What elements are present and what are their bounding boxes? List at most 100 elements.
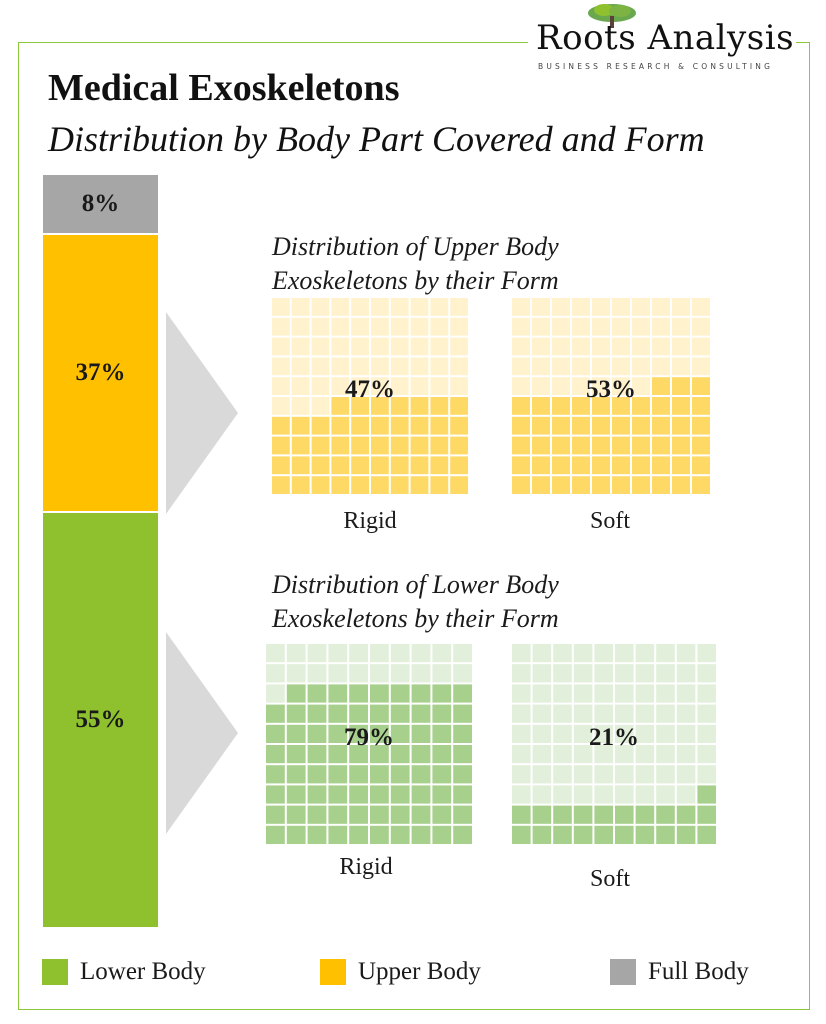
waffle-cell-filled	[349, 785, 368, 804]
waffle-cell-filled	[632, 476, 650, 494]
waffle-cell-filled	[512, 436, 530, 455]
waffle-cell-empty	[552, 317, 570, 336]
waffle-cell-filled	[390, 805, 410, 824]
waffle-cell-empty	[635, 664, 655, 683]
waffle-cell-empty	[512, 357, 530, 376]
waffle-cell-empty	[572, 317, 590, 336]
stack-segment-upper-body: 37%	[43, 235, 158, 512]
waffle-cell-empty	[656, 745, 675, 764]
waffle-cell-empty	[553, 704, 572, 723]
waffle-cell-empty	[272, 298, 290, 316]
waffle-cell-empty	[390, 644, 410, 663]
waffle-cell-empty	[410, 377, 429, 395]
waffle-cell-filled	[349, 805, 368, 824]
waffle-cell-empty	[390, 317, 409, 336]
waffle-cell-filled	[286, 765, 306, 784]
waffle-cell-empty	[572, 337, 590, 356]
legend-swatch-upper-body	[320, 959, 346, 985]
waffle-cell-empty	[652, 317, 670, 336]
waffle-cell-filled	[430, 436, 449, 455]
waffle-lower-rigid-value: 79%	[344, 724, 394, 751]
waffle-cell-empty	[697, 745, 716, 764]
waffle-cell-filled	[370, 684, 389, 703]
waffle-cell-empty	[430, 357, 449, 376]
waffle-cell-empty	[652, 298, 670, 316]
waffle-cell-empty	[615, 745, 634, 764]
waffle-cell-filled	[266, 724, 285, 743]
waffle-cell-empty	[410, 357, 429, 376]
waffle-cell-empty	[371, 357, 389, 376]
waffle-cell-empty	[512, 664, 531, 683]
waffle-upper-rigid-value: 47%	[345, 376, 395, 403]
waffle-cell-empty	[450, 377, 468, 395]
waffle-cell-filled	[612, 476, 630, 494]
waffle-cell-empty	[676, 644, 696, 663]
waffle-cell-filled	[430, 397, 449, 415]
waffle-cell-filled	[307, 745, 327, 764]
waffle-cell-filled	[351, 476, 369, 494]
waffle-cell-filled	[612, 397, 630, 415]
waffle-cell-filled	[411, 765, 431, 784]
waffle-cell-filled	[552, 476, 570, 494]
waffle-cell-empty	[697, 765, 716, 784]
waffle-cell-filled	[390, 765, 410, 784]
waffle-cell-empty	[652, 337, 670, 356]
waffle-cell-filled	[328, 765, 348, 784]
waffle-cell-filled	[307, 724, 327, 743]
waffle-cell-filled	[592, 476, 610, 494]
waffle-cell-filled	[692, 456, 710, 475]
waffle-cell-empty	[692, 357, 710, 376]
waffle-cell-empty	[532, 357, 550, 376]
waffle-cell-empty	[532, 337, 550, 356]
waffle-cell-empty	[311, 397, 330, 415]
waffle-cell-filled	[390, 476, 409, 494]
waffle-cell-empty	[592, 337, 610, 356]
waffle-cell-filled	[453, 765, 472, 784]
waffle-cell-empty	[697, 684, 716, 703]
waffle-cell-filled	[351, 397, 369, 415]
waffle-cell-empty	[532, 724, 552, 743]
legend-label-full-body: Full Body	[648, 958, 749, 985]
waffle-cell-empty	[592, 298, 610, 316]
waffle-cell-filled	[410, 436, 429, 455]
waffle-cell-filled	[432, 724, 452, 743]
waffle-cell-empty	[512, 785, 531, 804]
waffle-cell-empty	[351, 317, 369, 336]
waffle-cell-filled	[291, 436, 310, 455]
waffle-cell-empty	[532, 298, 550, 316]
waffle-cell-filled	[632, 397, 650, 415]
waffle-cell-empty	[676, 724, 696, 743]
waffle-cell-filled	[432, 765, 452, 784]
waffle-cell-filled	[390, 397, 409, 415]
waffle-cell-empty	[370, 644, 389, 663]
waffle-cell-empty	[572, 357, 590, 376]
waffle-cell-empty	[331, 357, 350, 376]
waffle-cell-filled	[291, 476, 310, 494]
waffle-lower-rigid-label: Rigid	[339, 854, 393, 880]
waffle-cell-empty	[331, 377, 350, 395]
waffle-cell-empty	[351, 337, 369, 356]
waffle-lower-soft-label: Soft	[589, 866, 630, 892]
waffle-cell-filled	[573, 825, 593, 844]
waffle-cell-filled	[411, 724, 431, 743]
waffle-cell-empty	[512, 745, 531, 764]
waffle-cell-empty	[512, 298, 530, 316]
waffle-cell-filled	[532, 476, 550, 494]
waffle-cell-empty	[656, 765, 675, 784]
waffle-cell-filled	[411, 745, 431, 764]
waffle-cell-filled	[632, 436, 650, 455]
legend-item-full-body: Full Body	[610, 958, 749, 986]
waffle-cell-filled	[453, 745, 472, 764]
waffle-cell-filled	[615, 805, 634, 824]
roots-analysis-logo: Roots Analysis BUSINESS RESEARCH & CONSU…	[528, 0, 796, 78]
waffle-cell-filled	[266, 805, 285, 824]
waffle-cell-empty	[573, 684, 593, 703]
upper-section-title-line2: Exoskeletons by their Form	[272, 266, 559, 295]
waffle-cell-filled	[331, 436, 350, 455]
waffle-cell-filled	[266, 745, 285, 764]
waffle-cell-filled	[351, 456, 369, 475]
waffle-cell-empty	[331, 298, 350, 316]
waffle-cell-filled	[432, 704, 452, 723]
waffle-cell-empty	[512, 765, 531, 784]
waffle-cell-empty	[512, 317, 530, 336]
